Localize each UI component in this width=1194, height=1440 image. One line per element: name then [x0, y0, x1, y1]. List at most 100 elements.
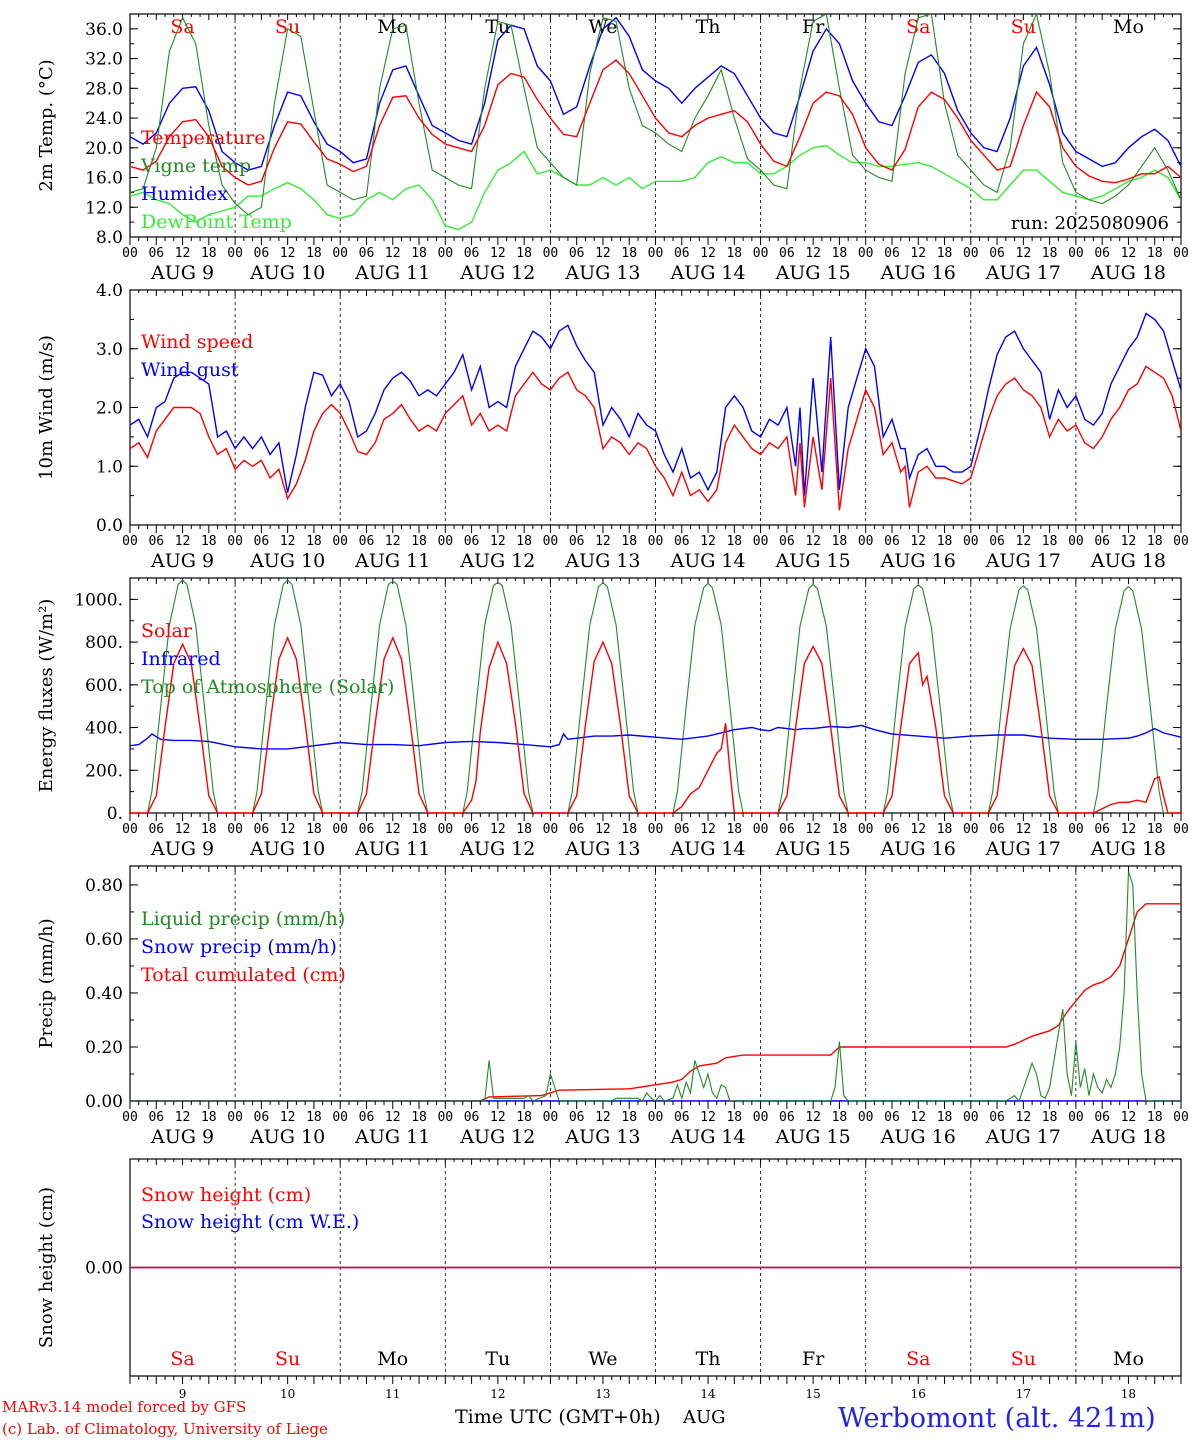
energy-hour-label: 12 — [1121, 822, 1137, 837]
wind-hour-label: 06 — [674, 534, 690, 549]
temperature-series-line — [130, 144, 1181, 231]
energy-hour-label: 18 — [832, 822, 848, 837]
wind-y-tick-label: 1.0 — [96, 457, 123, 477]
precip-hour-label: 06 — [464, 1110, 480, 1125]
wind-date-label: AUG 18 — [1090, 550, 1166, 572]
precip-hour-label: 12 — [1121, 1110, 1137, 1125]
temperature-hour-label: 06 — [254, 246, 270, 261]
precip-y-axis-title: Precip (mm/h) — [36, 918, 57, 1048]
temperature-hour-label: 18 — [1042, 246, 1058, 261]
precip-hour-label: 00 — [858, 1110, 874, 1125]
weekday-label: Mo — [1113, 16, 1144, 38]
precip-hour-label: 06 — [148, 1110, 164, 1125]
temperature-legend-entry: Vigne temp — [140, 155, 251, 177]
wind-hour-label: 00 — [1068, 534, 1084, 549]
wind-y-axis-title: 10m Wind (m/s) — [36, 335, 57, 480]
temperature-y-axis-title: 2m Temp. (°C) — [36, 59, 57, 191]
temperature-hour-label: 06 — [359, 246, 375, 261]
wind-panel: 00 06 12 18 00 06 12 18 00 06 12 18 00 06 12 18 00 06 12 18… — [36, 281, 1189, 572]
wind-hour-label: 12 — [1016, 534, 1032, 549]
temperature-hour-label: 12 — [595, 246, 611, 261]
wind-hour-label: 00 — [858, 534, 874, 549]
precip-date-label: AUG 13 — [564, 1126, 640, 1148]
wind-hour-label: 00 — [753, 534, 769, 549]
precip-date-label: AUG 12 — [459, 1126, 535, 1148]
energy-hour-label: 00 — [963, 822, 979, 837]
wind-hour-label: 18 — [1042, 534, 1058, 549]
weekday-label: Tu — [485, 16, 510, 38]
precip-y-tick-label: 0.00 — [85, 1092, 123, 1112]
precip-hour-label: 18 — [621, 1110, 637, 1125]
energy-panel: 00 06 12 18 00 06 12 18 00 06 12 18 00 06 12 18 00 06 12 18… — [36, 577, 1189, 860]
precip-series-line — [130, 903, 1181, 1101]
energy-hour-label: 18 — [306, 822, 322, 837]
precip-hour-label: 00 — [1173, 1110, 1189, 1125]
temperature-y-tick-label: 16.0 — [85, 169, 123, 189]
weekday-label: Th — [696, 16, 721, 38]
snow-legend-entry: Snow height (cm W.E.) — [141, 1211, 359, 1233]
wind-hour-label: 06 — [779, 534, 795, 549]
precip-date-label: AUG 16 — [880, 1126, 956, 1148]
snow-y-axis-title: Snow height (cm) — [36, 1187, 57, 1348]
wind-hour-label: 00 — [122, 534, 138, 549]
wind-hour-label: 06 — [464, 534, 480, 549]
precip-hour-label: 06 — [779, 1110, 795, 1125]
energy-date-label: AUG 11 — [354, 838, 430, 860]
temperature-hour-label: 00 — [332, 246, 348, 261]
precip-hour-label: 06 — [674, 1110, 690, 1125]
temperature-y-tick-label: 24.0 — [85, 109, 123, 129]
wind-hour-label: 12 — [805, 534, 821, 549]
energy-hour-label: 18 — [1042, 822, 1058, 837]
energy-y-tick-label: 400. — [85, 719, 123, 739]
energy-y-axis-title: Energy fluxes (W/m²) — [36, 599, 57, 793]
precip-hour-label: 00 — [1068, 1110, 1084, 1125]
precip-hour-label: 00 — [227, 1110, 243, 1125]
energy-hour-label: 18 — [621, 822, 637, 837]
temperature-y-tick-label: 20.0 — [85, 139, 123, 159]
temperature-hour-label: 12 — [280, 246, 296, 261]
temperature-hour-label: 06 — [989, 246, 1005, 261]
day-number-label: 16 — [911, 1387, 926, 1401]
model-credit: MARv3.14 model forced by GFS — [2, 1398, 246, 1416]
precip-hour-label: 12 — [910, 1110, 926, 1125]
energy-hour-label: 18 — [516, 822, 532, 837]
wind-date-label: AUG 13 — [564, 550, 640, 572]
temperature-hour-label: 06 — [1094, 246, 1110, 261]
energy-hour-label: 06 — [254, 822, 270, 837]
temperature-hour-label: 06 — [569, 246, 585, 261]
temperature-hour-label: 18 — [726, 246, 742, 261]
wind-hour-label: 00 — [437, 534, 453, 549]
temperature-y-tick-label: 28.0 — [85, 79, 123, 99]
energy-date-label: AUG 15 — [775, 838, 851, 860]
temperature-date-label: AUG 14 — [669, 262, 745, 284]
precip-series-line — [130, 871, 1181, 1101]
energy-hour-label: 06 — [674, 822, 690, 837]
wind-y-tick-label: 0.0 — [96, 516, 123, 536]
energy-legend-entry: Infrared — [141, 648, 221, 670]
day-number-label: 15 — [806, 1387, 821, 1401]
month-label: AUG — [682, 1407, 726, 1428]
energy-date-label: AUG 10 — [249, 838, 325, 860]
weekday-label: Su — [275, 1348, 300, 1370]
precip-date-label: AUG 18 — [1090, 1126, 1166, 1148]
wind-hour-label: 18 — [201, 534, 217, 549]
temperature-date-label: AUG 13 — [564, 262, 640, 284]
temperature-legend-entry: Humidex — [141, 183, 228, 205]
energy-date-label: AUG 13 — [564, 838, 640, 860]
temperature-date-label: AUG 16 — [880, 262, 956, 284]
wind-date-label: AUG 11 — [354, 550, 430, 572]
energy-legend-entry: Solar — [141, 620, 193, 642]
precip-hour-label: 00 — [122, 1110, 138, 1125]
temperature-hour-label: 12 — [910, 246, 926, 261]
temperature-hour-label: 00 — [648, 246, 664, 261]
weekday-label: Th — [696, 1348, 721, 1370]
temperature-hour-label: 18 — [621, 246, 637, 261]
temperature-hour-label: 12 — [385, 246, 401, 261]
precip-date-label: AUG 11 — [354, 1126, 430, 1148]
precip-legend-entry: Snow precip (mm/h) — [141, 936, 337, 958]
energy-hour-label: 12 — [490, 822, 506, 837]
time-axis-title: Time UTC (GMT+0h) — [455, 1406, 661, 1428]
chart-panels: 00 06 12 18 00 06 12 18 00 06 12 18 00 06 12 18 00 06 12 18… — [36, 13, 1189, 1401]
energy-date-label: AUG 9 — [150, 838, 214, 860]
precip-date-label: AUG 10 — [249, 1126, 325, 1148]
